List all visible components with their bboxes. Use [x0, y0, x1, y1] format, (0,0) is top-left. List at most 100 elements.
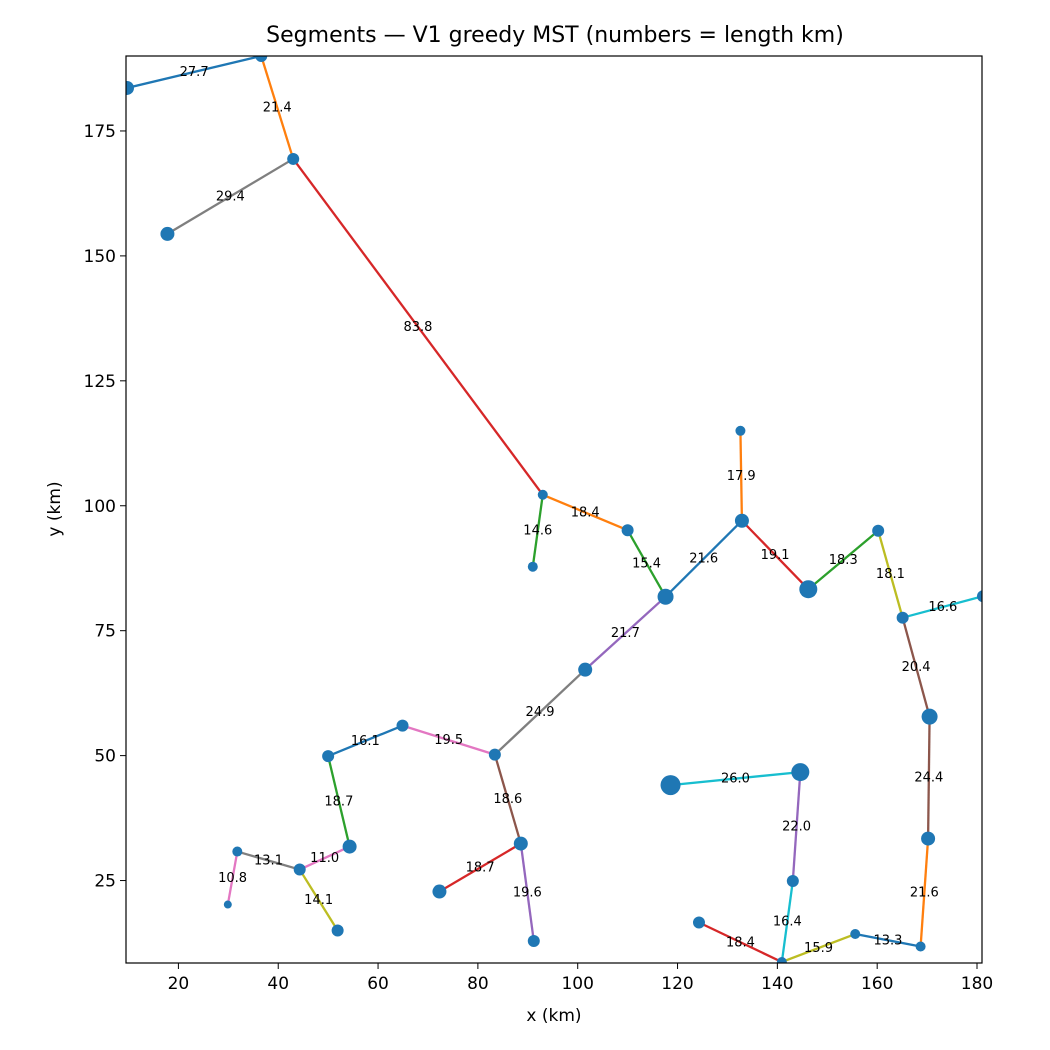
segment-line [780, 880, 794, 963]
segment-line [226, 851, 239, 905]
node-point [126, 80, 134, 95]
segment-length-label: 83.8 [404, 320, 433, 335]
segment-length-label: 18.4 [726, 935, 755, 950]
segment-length-label: 29.4 [216, 189, 245, 204]
segment-line [739, 430, 744, 521]
segment-line [781, 932, 856, 963]
y-tick-label: 125 [84, 372, 116, 392]
segment-length-label: 10.8 [218, 871, 247, 886]
node-point [287, 152, 300, 165]
segment-line [126, 56, 262, 90]
segment-line [236, 850, 301, 871]
node-point [657, 588, 674, 605]
node-point [488, 748, 501, 761]
y-tick-label: 100 [84, 497, 116, 517]
segment-length-label: 18.1 [876, 567, 905, 582]
segment-line [438, 842, 522, 893]
node-point [578, 662, 593, 677]
node-point [342, 839, 357, 854]
node-point [223, 900, 232, 909]
node-point [921, 708, 938, 725]
segment-length-label: 24.9 [526, 705, 555, 720]
segment-line [902, 595, 982, 619]
segment-length-label: 11.0 [310, 851, 339, 866]
segment-length-label: 15.9 [804, 941, 833, 956]
segment-line [741, 519, 810, 591]
x-tick-label: 160 [861, 974, 893, 994]
x-tick-label: 140 [761, 974, 793, 994]
node-point [537, 489, 548, 500]
segment-length-label: 18.3 [829, 553, 858, 568]
segment-length-label: 21.4 [263, 100, 292, 115]
node-point [527, 935, 540, 948]
node-point [735, 425, 746, 436]
segment-line [626, 529, 667, 598]
segment-line [519, 843, 535, 942]
segment-length-label: 17.9 [727, 469, 756, 484]
x-tick-label: 40 [267, 974, 289, 994]
node-point [692, 916, 705, 929]
segment-length-label: 13.1 [254, 854, 283, 869]
node-point [896, 611, 909, 624]
node-point [621, 524, 634, 537]
node-point [850, 929, 861, 940]
node-point [160, 226, 175, 241]
segment-line [531, 494, 544, 567]
y-axis: 25 50 75 100 125 150 175 [84, 122, 126, 892]
node-point [921, 831, 936, 846]
segment-length-label: 21.6 [689, 552, 718, 567]
segment-line [901, 617, 931, 717]
node-point [331, 924, 344, 937]
segment-line [698, 921, 783, 963]
x-tick-label: 60 [367, 974, 389, 994]
y-tick-label: 75 [94, 622, 116, 642]
segment-line [327, 724, 403, 758]
node-point [322, 750, 335, 763]
x-tick-label: 180 [961, 974, 993, 994]
segment-length-label: 16.6 [928, 600, 957, 615]
segment-line [807, 529, 879, 591]
y-tick-label: 25 [94, 872, 116, 892]
segment-length-label: 18.6 [493, 792, 522, 807]
node-point [915, 941, 926, 952]
segment-length-label: 16.4 [773, 915, 802, 930]
segment-line [855, 932, 921, 948]
x-axis: 20 40 60 80 100 120 140 160 180 [168, 963, 993, 994]
node-point [776, 957, 787, 963]
x-axis-label: x (km) [526, 1006, 581, 1026]
node-point [734, 513, 749, 528]
segment-line [327, 755, 351, 847]
segment-length-label: 24.4 [914, 771, 943, 786]
segment-line [292, 158, 544, 496]
x-tick-label: 100 [561, 974, 593, 994]
segment-length-label: 14.6 [523, 524, 552, 539]
segment-length-label: 16.1 [351, 734, 380, 749]
node-point [293, 863, 306, 876]
segment-length-label: 18.7 [466, 861, 495, 876]
x-tick-label: 80 [467, 974, 489, 994]
y-axis-label: y (km) [45, 481, 65, 536]
segment-length-label: 19.6 [513, 885, 542, 900]
segment-length-label: 14.1 [304, 893, 333, 908]
segment-line [402, 724, 496, 756]
segment-line [791, 772, 802, 882]
segment-line [664, 519, 743, 598]
node-point [977, 590, 982, 603]
node-point [255, 56, 268, 62]
x-tick-label: 120 [661, 974, 693, 994]
segment-line [877, 530, 904, 619]
node-point [527, 561, 538, 572]
node-point [786, 875, 799, 888]
segment-length-label: 13.3 [873, 933, 902, 948]
segment-line [166, 157, 294, 235]
y-tick-label: 175 [84, 122, 116, 142]
segment-length-label: 20.4 [902, 660, 931, 675]
node-point [791, 763, 810, 782]
segment-line [584, 595, 667, 671]
segment-length-label: 18.4 [571, 505, 600, 520]
segment-length-label: 21.7 [611, 626, 640, 641]
segment-line [493, 754, 522, 844]
plot-frame [125, 55, 983, 964]
node-point [799, 580, 818, 599]
